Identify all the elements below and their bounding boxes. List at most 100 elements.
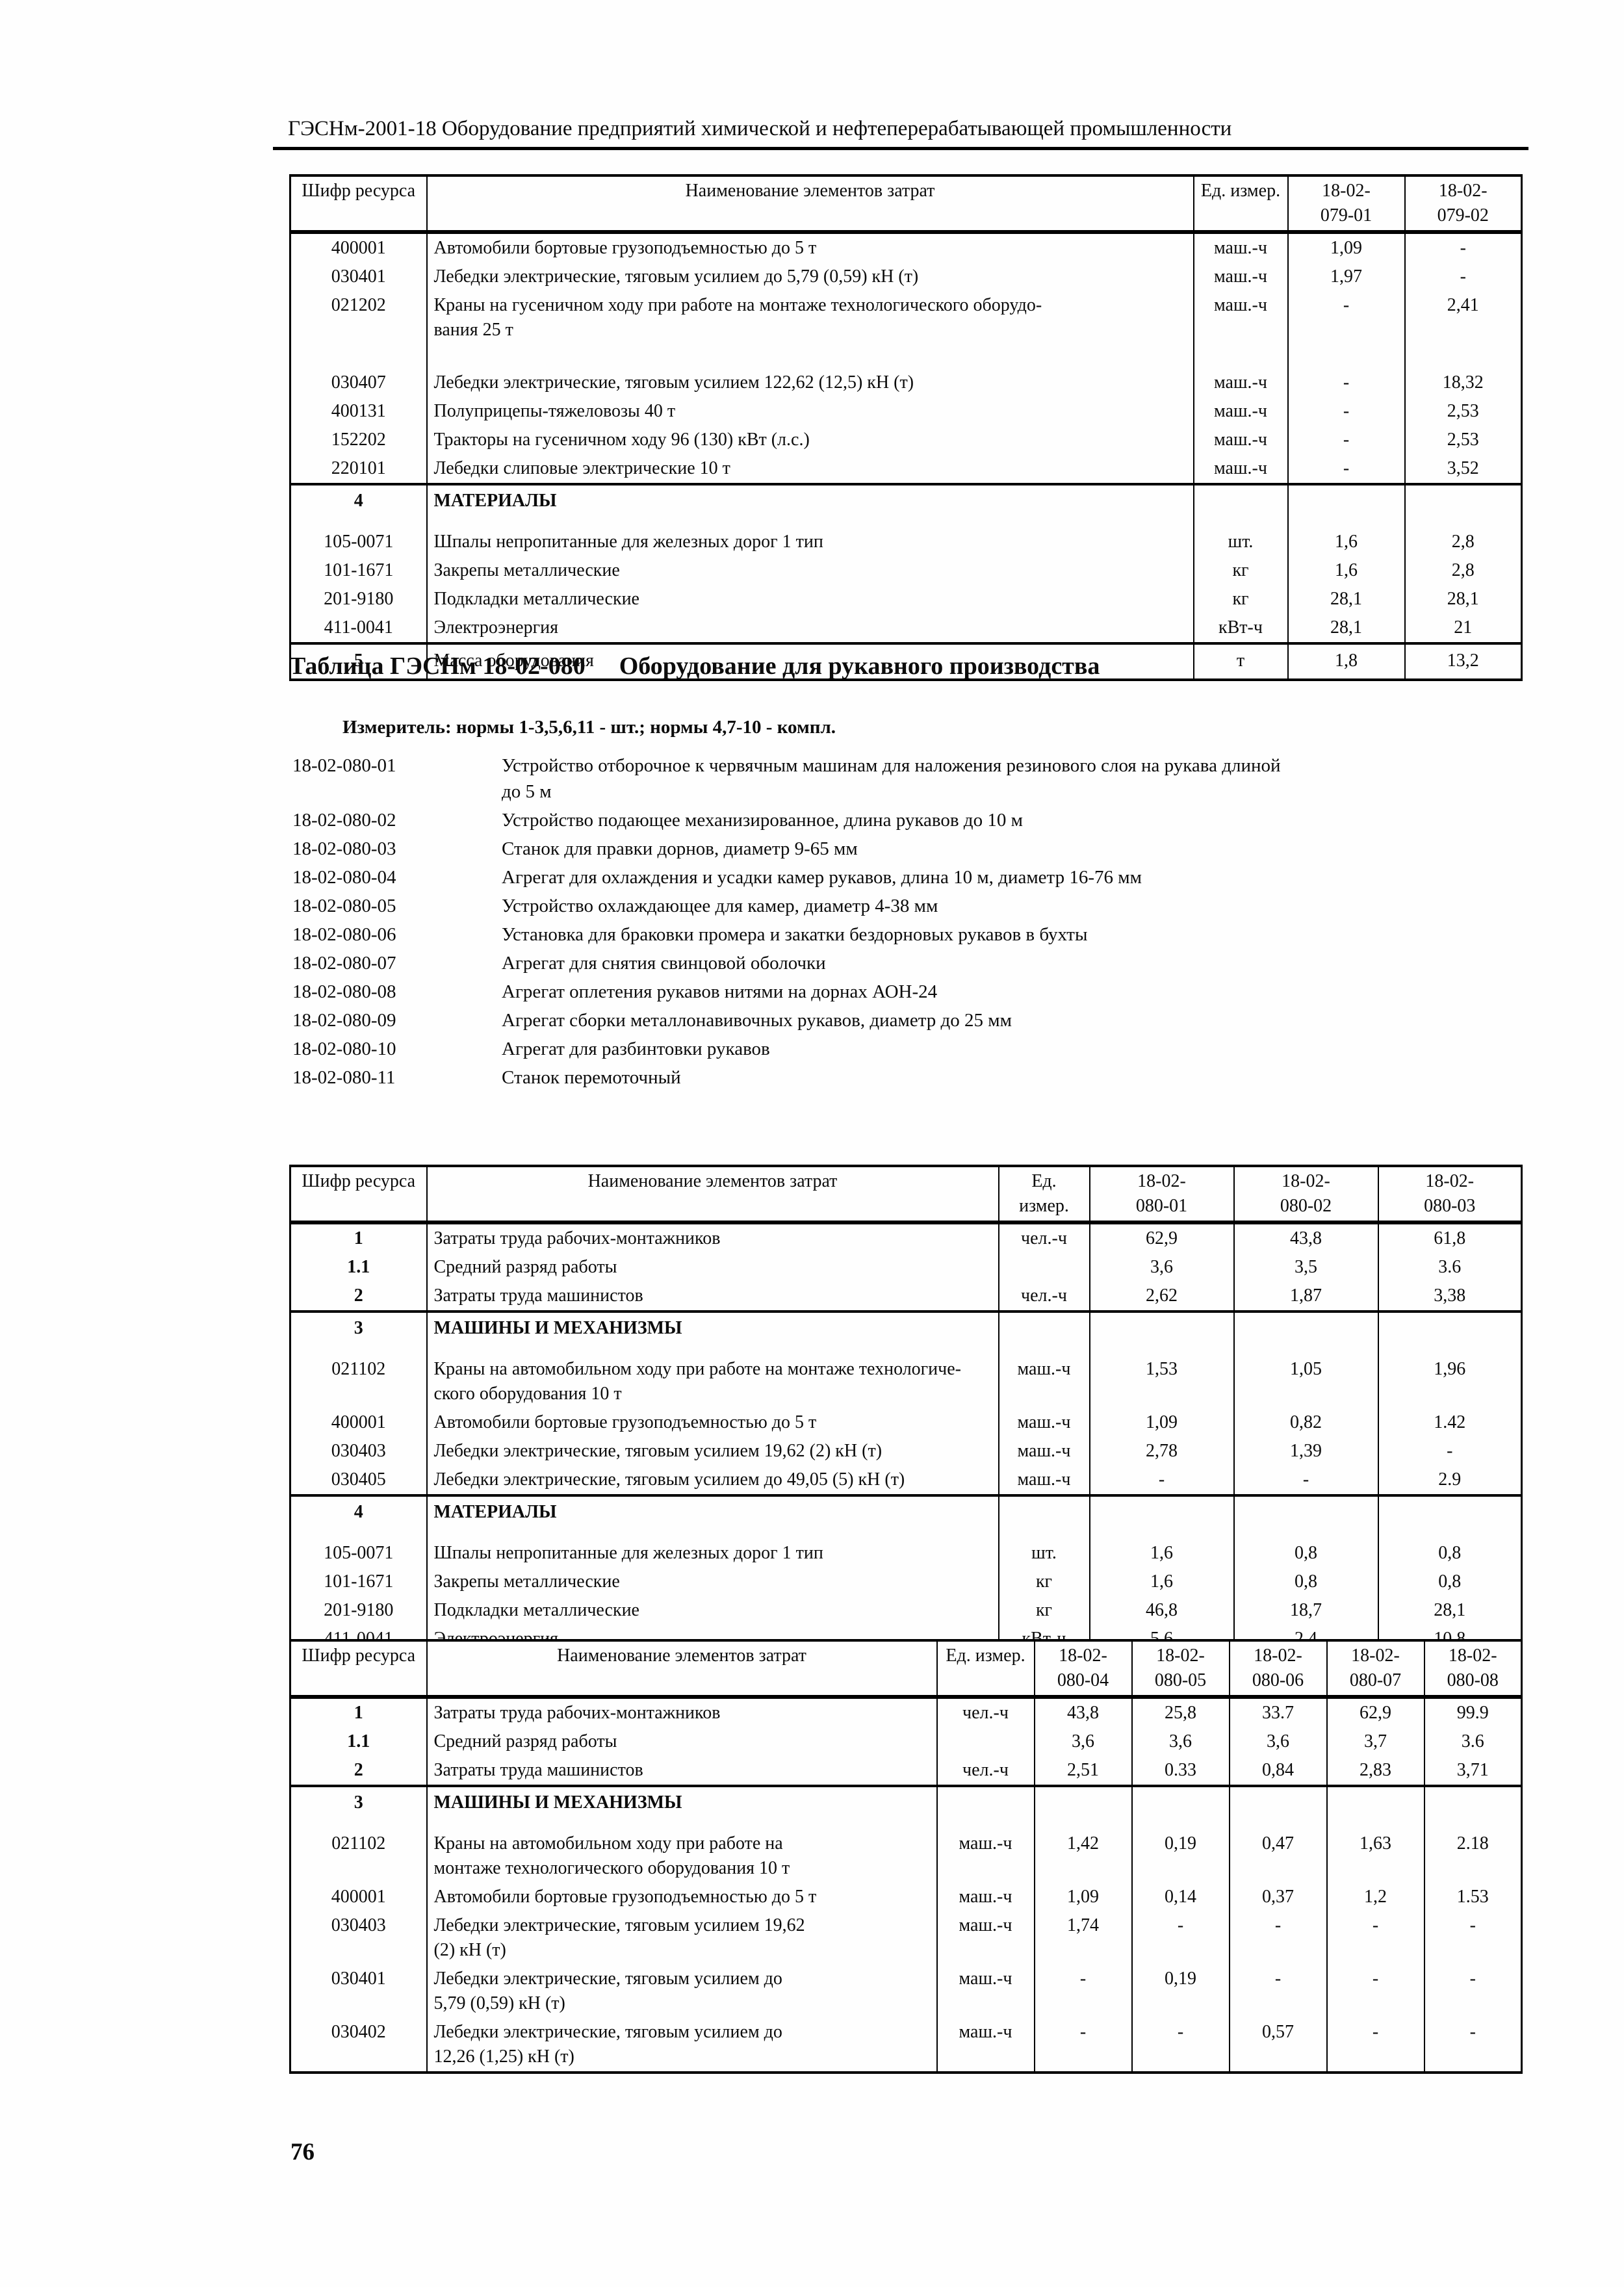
norm-description: Агрегат для снятия свинцовой оболочки	[502, 953, 826, 974]
norm-list-item: 18-02-080-07 Агрегат для снятия свинцовой…	[292, 950, 1530, 976]
unit-value: шт.	[998, 1539, 1090, 1568]
norm-list-item: 18-02-080-06 Установка для браковки проме…	[292, 922, 1530, 948]
resource-code: 030401	[331, 1969, 386, 1989]
resource-code: 1.1	[347, 1731, 370, 1751]
table-row: 411-0041 Электроэнергия кВт-ч 28,1 21	[290, 614, 1522, 643]
norm-value: 21	[1404, 614, 1522, 643]
norm-code: 18-02-080-10	[292, 1039, 396, 1059]
unit-value: чел.-ч	[998, 1222, 1090, 1253]
column-header-name: Наименование элементов затрат	[426, 175, 1194, 234]
column-header-code: Шифр ресурса	[290, 175, 427, 234]
unit-value: маш.-ч	[936, 2018, 1035, 2073]
norm-value: 0,84	[1228, 1756, 1327, 1786]
column-header-code: Шифр ресурса	[290, 1640, 427, 1699]
norm-value: 0,8	[1377, 1568, 1522, 1596]
section-title: МАТЕРИАЛЫ	[426, 1494, 999, 1539]
resource-code: 400131	[331, 401, 386, 421]
norm-value: 28,1	[1404, 585, 1522, 614]
norm-value: 2,51	[1033, 1756, 1132, 1786]
column-header-norm: 18-02- 080-06	[1228, 1640, 1327, 1699]
norm-value: 2,41	[1404, 291, 1522, 368]
norm-list-item: 18-02-080-11 Станок перемоточный	[292, 1065, 1530, 1091]
norm-value: 1,87	[1233, 1282, 1378, 1311]
norm-list-item: 18-02-080-03 Станок для правки дорнов, ди…	[292, 836, 1530, 862]
resource-code: 1	[354, 1228, 363, 1248]
table-row: 400001 Автомобили бортовые грузоподъемнос…	[290, 1408, 1522, 1437]
norm-value: 1,8	[1287, 642, 1405, 680]
norm-value: 1,53	[1089, 1355, 1234, 1408]
column-header-unit: Ед. измер.	[936, 1640, 1035, 1699]
norm-description: Установка для браковки промера и закатки…	[502, 924, 1088, 945]
table-row: 030401 Лебедки электрические, тяговым уси…	[290, 263, 1522, 291]
norm-value: 62,9	[1089, 1222, 1234, 1253]
norm-value: 1,63	[1326, 1829, 1424, 1883]
table-row: 201-9180 Подкладки металлические кг 46,8 18,…	[290, 1596, 1522, 1625]
cost-element-name: Лебедки электрические, тяговым усилием д…	[426, 1965, 937, 2018]
norm-list-item: 18-02-080-02 Устройство подающее механизи…	[292, 807, 1530, 833]
column-header-norm: 18-02- 080-05	[1131, 1640, 1230, 1699]
column-header-norm: 18-02- 080-04	[1033, 1640, 1132, 1699]
cost-element-name: Закрепы металлические	[426, 1568, 999, 1596]
unit-value: маш.-ч	[1192, 291, 1288, 368]
norm-value: -	[1287, 454, 1405, 484]
norm-value: 3.6	[1377, 1253, 1522, 1282]
resource-code: 030401	[331, 266, 386, 287]
norm-value: 0,19	[1131, 1829, 1230, 1883]
norm-list-item: 18-02-080-04 Агрегат для охлаждения и уса…	[292, 864, 1530, 890]
unit-value: маш.-ч	[998, 1437, 1090, 1466]
cost-element-name: Затраты труда рабочих-монтажников	[426, 1222, 999, 1253]
norm-value: -	[1326, 1965, 1424, 2018]
norm-list-item: 18-02-080-08 Агрегат оплетения рукавов ни…	[292, 979, 1530, 1005]
norm-value: 3,52	[1404, 454, 1522, 484]
cost-element-name: Средний разряд работы	[426, 1727, 937, 1756]
norm-value: 1,39	[1233, 1437, 1378, 1466]
norm-value: -	[1287, 291, 1405, 368]
table-row: 220101 Лебедки слиповые электрические 10 …	[290, 454, 1522, 484]
table-row: 030401 Лебедки электрические, тяговым уси…	[290, 1965, 1522, 2018]
resource-code: 400001	[331, 238, 386, 258]
norm-value: 2,8	[1404, 528, 1522, 556]
cost-element-name: Затраты труда рабочих-монтажников	[426, 1697, 937, 1727]
norm-value: 1,09	[1287, 232, 1405, 263]
table-header-row: Шифр ресурса Наименование элементов затр…	[290, 1640, 1522, 1699]
norm-value: 25,8	[1131, 1697, 1230, 1727]
table-row: 105-0071 Шпалы непропитанные для железных…	[290, 1539, 1522, 1568]
norm-description: Устройство охлаждающее для камер, диамет…	[502, 896, 938, 916]
norm-value: -	[1033, 1965, 1132, 2018]
cost-element-name: Автомобили бортовые грузоподъемностью до…	[426, 1883, 937, 1911]
unit-value: чел.-ч	[936, 1756, 1035, 1786]
table-header-row: Шифр ресурса Наименование элементов затр…	[290, 1166, 1522, 1224]
unit-value: маш.-ч	[998, 1408, 1090, 1437]
resource-code: 1.1	[347, 1257, 370, 1277]
cost-element-name: Затраты труда машинистов	[426, 1756, 937, 1786]
unit-value: шт.	[1192, 528, 1288, 556]
cost-table-080-01-03: Шифр ресурса Наименование элементов затр…	[289, 1165, 1523, 1692]
norm-value: -	[1404, 232, 1522, 263]
resource-code: 201-9180	[324, 589, 394, 609]
norm-list-item: 18-02-080-01 Устройство отборочное к черв…	[292, 753, 1530, 805]
section-row-machines: 3 МАШИНЫ И МЕХАНИЗМЫ	[290, 1310, 1522, 1355]
cost-element-name: Полуприцепы-тяжеловозы 40 т	[426, 397, 1194, 426]
column-header-norm: 18-02- 080-08	[1423, 1640, 1522, 1699]
norm-description: Агрегат оплетения рукавов нитями на дорн…	[502, 981, 938, 1002]
table-row: 1.1 Средний разряд работы 3,6 3,5 3.6	[290, 1253, 1522, 1282]
norm-value: -	[1131, 1911, 1230, 1965]
cost-element-name: Лебедки электрические, тяговым усилием 1…	[426, 1437, 999, 1466]
unit-value: т	[1192, 642, 1288, 680]
resource-code: 400001	[331, 1412, 386, 1432]
unit-value: маш.-ч	[1192, 397, 1288, 426]
resource-code: 101-1671	[324, 1571, 394, 1592]
resource-code: 030403	[331, 1915, 386, 1935]
unit-value: чел.-ч	[998, 1282, 1090, 1311]
section-row-machines: 3 МАШИНЫ И МЕХАНИЗМЫ	[290, 1785, 1522, 1829]
norm-value: 1,6	[1287, 528, 1405, 556]
cost-element-name: Краны на автомобильном ходу при работе н…	[426, 1829, 937, 1883]
section-number: 3	[290, 1310, 427, 1355]
norm-value: -	[1287, 368, 1405, 397]
table-row: 021102 Краны на автомобильном ходу при ра…	[290, 1829, 1522, 1883]
table-row: 030403 Лебедки электрические, тяговым уси…	[290, 1911, 1522, 1965]
resource-code: 021102	[331, 1359, 386, 1379]
section-number: 5	[290, 642, 427, 680]
resource-code: 030402	[331, 2022, 386, 2042]
resource-code: 411-0041	[324, 617, 393, 638]
